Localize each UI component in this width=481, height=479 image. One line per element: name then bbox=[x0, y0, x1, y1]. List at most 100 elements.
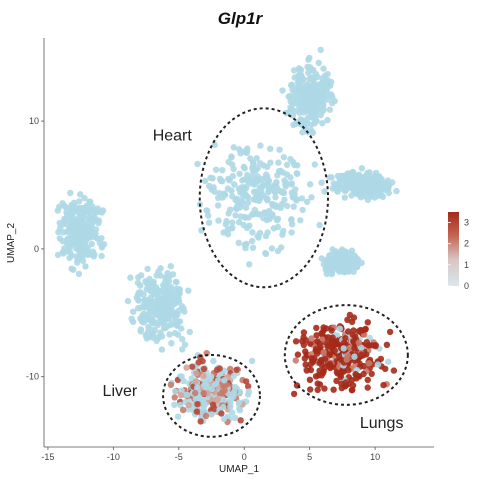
cell-point bbox=[340, 339, 347, 347]
cell-point bbox=[315, 59, 322, 67]
cell-point bbox=[288, 216, 295, 224]
cell-point bbox=[336, 179, 343, 186]
region-ellipse bbox=[198, 107, 329, 289]
cell-point bbox=[245, 383, 252, 390]
cell-point bbox=[303, 198, 311, 205]
cell-point bbox=[167, 294, 174, 302]
cell-point bbox=[363, 183, 370, 191]
cell-point bbox=[312, 117, 320, 124]
cell-point bbox=[212, 166, 220, 173]
cell-point bbox=[193, 369, 200, 377]
cell-point bbox=[297, 217, 304, 224]
cell-point bbox=[266, 214, 273, 221]
cell-point bbox=[305, 69, 312, 77]
x-tick-label: 0 bbox=[242, 452, 247, 462]
cell-point bbox=[153, 290, 160, 298]
cell-point bbox=[140, 317, 147, 324]
cell-point bbox=[149, 334, 157, 341]
cell-cluster bbox=[124, 263, 193, 353]
cell-point bbox=[256, 160, 264, 167]
cell-point bbox=[273, 216, 281, 224]
cell-point bbox=[300, 341, 307, 349]
cell-cluster bbox=[54, 189, 108, 278]
cell-point bbox=[314, 386, 321, 394]
cell-point bbox=[166, 331, 173, 338]
cell-point bbox=[330, 386, 337, 393]
cell-point bbox=[75, 270, 83, 278]
cell-point bbox=[364, 196, 372, 204]
cell-point bbox=[231, 181, 238, 188]
cell-point bbox=[233, 366, 240, 374]
cell-point bbox=[298, 104, 305, 111]
cell-point bbox=[128, 315, 135, 322]
cell-point bbox=[154, 301, 161, 309]
cell-point bbox=[363, 351, 370, 358]
cell-point bbox=[351, 353, 358, 360]
cell-point bbox=[194, 160, 201, 168]
cell-point bbox=[328, 174, 335, 181]
cell-point bbox=[249, 167, 257, 175]
cell-point bbox=[328, 327, 335, 334]
cell-point bbox=[235, 399, 243, 406]
cell-point bbox=[200, 372, 207, 379]
cell-point bbox=[320, 324, 327, 331]
cell-point bbox=[324, 70, 331, 78]
cell-point bbox=[205, 212, 212, 219]
cell-point bbox=[345, 261, 353, 268]
cell-point bbox=[135, 296, 142, 303]
cell-point bbox=[98, 235, 105, 242]
x-axis-ticks: -15 -10 -5 0 5 10 bbox=[41, 447, 380, 462]
cell-point bbox=[170, 309, 178, 317]
cell-point bbox=[210, 357, 217, 365]
cell-point bbox=[290, 390, 298, 398]
cell-point bbox=[234, 195, 241, 202]
cell-point bbox=[229, 193, 236, 200]
cell-point bbox=[289, 112, 297, 119]
cell-point bbox=[324, 116, 331, 124]
cell-cluster bbox=[279, 46, 338, 136]
cell-point bbox=[299, 206, 306, 214]
color-scale-ticks: 3 2 1 0 bbox=[448, 218, 469, 291]
y-axis-ticks: -10 0 10 bbox=[26, 116, 44, 382]
cell-point bbox=[232, 383, 239, 391]
cell-point bbox=[290, 203, 297, 210]
cell-point bbox=[200, 389, 207, 397]
cell-point bbox=[287, 82, 295, 89]
cell-point bbox=[245, 391, 252, 398]
cell-cluster bbox=[194, 141, 328, 268]
cell-point bbox=[351, 345, 358, 352]
cell-point bbox=[174, 319, 182, 326]
cell-point bbox=[293, 197, 300, 204]
cell-point bbox=[160, 285, 167, 293]
region-label: Lungs bbox=[360, 415, 404, 432]
cell-point bbox=[280, 154, 287, 161]
cell-point bbox=[253, 155, 260, 162]
legend-tick-label: 1 bbox=[464, 260, 469, 270]
cell-point bbox=[229, 173, 236, 180]
cell-point bbox=[202, 412, 210, 420]
cell-point bbox=[247, 155, 254, 162]
cell-point bbox=[177, 392, 185, 399]
cell-point bbox=[352, 370, 359, 378]
cell-point bbox=[281, 177, 288, 184]
cell-point bbox=[386, 328, 394, 336]
cell-point bbox=[349, 169, 356, 176]
cell-point bbox=[167, 321, 175, 328]
cell-point bbox=[302, 348, 309, 355]
cell-point bbox=[214, 202, 222, 209]
cell-point bbox=[150, 320, 157, 327]
cell-point bbox=[167, 381, 175, 388]
cell-point bbox=[220, 415, 228, 423]
cell-point bbox=[155, 268, 162, 275]
cell-point bbox=[230, 393, 237, 400]
cell-point bbox=[218, 410, 225, 417]
cell-point bbox=[237, 417, 244, 424]
cell-point bbox=[302, 361, 309, 368]
cell-point bbox=[304, 114, 311, 122]
cell-point bbox=[308, 121, 315, 128]
cell-point bbox=[71, 230, 78, 237]
cell-point bbox=[319, 120, 326, 127]
cell-point bbox=[268, 245, 276, 252]
cell-point bbox=[341, 185, 348, 192]
cell-point bbox=[261, 209, 268, 216]
